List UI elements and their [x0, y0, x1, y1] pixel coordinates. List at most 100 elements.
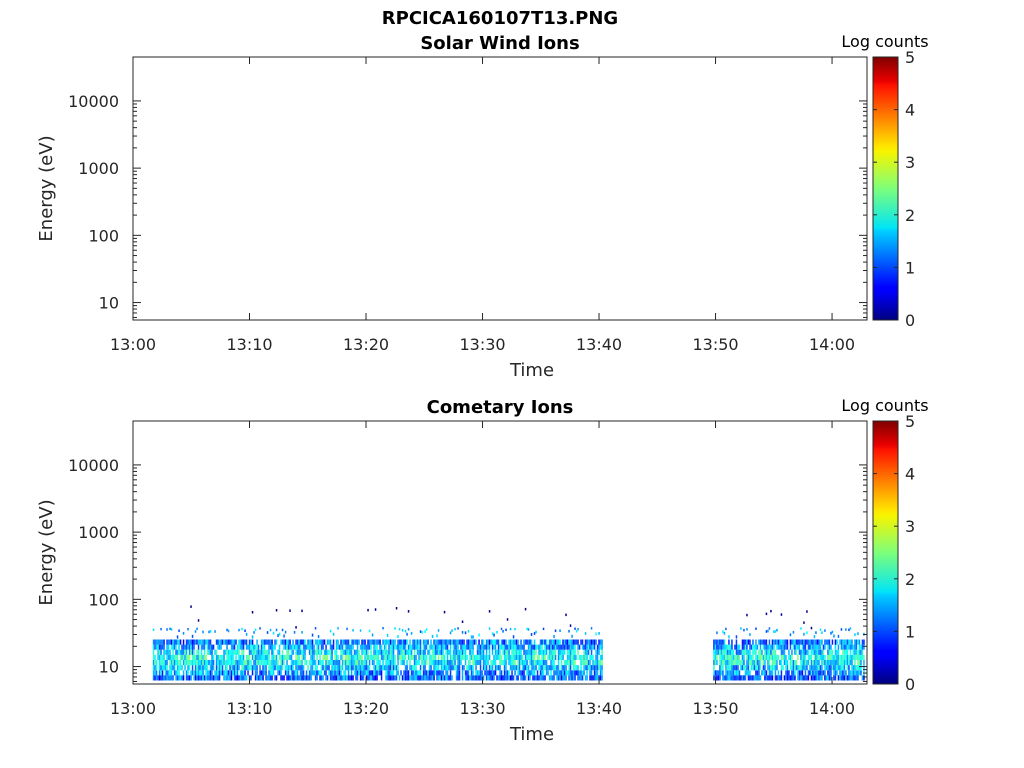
- count-cell: [187, 660, 189, 666]
- count-cell: [281, 675, 284, 681]
- count-cell: [783, 660, 786, 666]
- count-cell: [221, 660, 224, 666]
- count-cell: [190, 660, 192, 666]
- count-cell: [278, 670, 281, 676]
- count-cell: [167, 670, 170, 676]
- count-cell: [723, 660, 726, 666]
- count-cell: [491, 649, 494, 655]
- count-cell: [311, 649, 314, 655]
- count-cell: [785, 675, 787, 681]
- count-cell: [203, 654, 206, 660]
- count-cell: [815, 649, 817, 655]
- count-cell: [845, 670, 847, 676]
- count-cell: [770, 670, 772, 676]
- count-cell: [463, 654, 465, 660]
- count-cell: [338, 660, 341, 666]
- count-cell: [839, 639, 841, 645]
- count-cell: [774, 654, 777, 660]
- count-cell: [152, 639, 155, 645]
- count-cell: [406, 660, 408, 666]
- count-cell: [230, 670, 233, 676]
- count-cell: [530, 654, 533, 660]
- count-cell: [490, 675, 492, 681]
- count-cell: [154, 660, 156, 666]
- count-cell: [565, 675, 567, 681]
- count-cell: [446, 675, 449, 681]
- count-cell: [822, 649, 825, 655]
- count-cell: [287, 639, 290, 645]
- count-cell: [331, 649, 333, 655]
- count-cell: [445, 660, 447, 666]
- count-cell: [407, 670, 410, 676]
- count-cell: [506, 644, 509, 650]
- count-cell: [813, 675, 816, 681]
- count-cell: [439, 675, 441, 681]
- count-cell: [203, 649, 206, 655]
- count-cell: [834, 639, 837, 645]
- count-cell: [726, 665, 729, 671]
- count-cell: [169, 627, 171, 630]
- count-cell: [822, 654, 825, 660]
- count-cell: [563, 639, 566, 645]
- count-cell: [220, 639, 222, 645]
- count-cell: [809, 670, 811, 676]
- count-cell: [800, 639, 802, 645]
- count-cell: [206, 675, 209, 681]
- count-cell: [840, 628, 843, 631]
- count-cell: [819, 644, 822, 650]
- colorbar-tick-label: 2: [905, 570, 915, 589]
- count-cell: [743, 654, 745, 660]
- count-cell: [310, 665, 312, 671]
- count-cell: [286, 675, 288, 681]
- y-tick-label: 10: [99, 658, 119, 677]
- count-cell: [379, 644, 381, 650]
- count-cell: [490, 665, 492, 671]
- count-cell: [424, 649, 426, 655]
- count-cell: [268, 644, 270, 650]
- count-cell: [356, 665, 359, 671]
- count-cell: [758, 675, 760, 681]
- count-cell: [759, 639, 762, 645]
- count-cell: [436, 665, 438, 671]
- count-cell: [586, 644, 588, 650]
- count-cell: [265, 660, 267, 666]
- count-cell: [800, 660, 802, 666]
- count-cell: [326, 654, 329, 660]
- count-cell: [193, 649, 195, 655]
- count-cell: [833, 675, 835, 681]
- count-cell: [815, 654, 817, 660]
- count-cell: [442, 660, 444, 666]
- count-cell: [457, 627, 459, 630]
- count-cell: [355, 649, 357, 655]
- count-cell: [852, 670, 855, 676]
- count-cell: [152, 628, 155, 631]
- count-cell: [358, 649, 360, 655]
- count-cell: [734, 644, 736, 650]
- count-cell: [427, 649, 429, 655]
- count-cell: [191, 644, 194, 650]
- count-cell: [395, 644, 398, 650]
- count-cell: [834, 665, 837, 671]
- count-cell: [580, 639, 582, 645]
- count-cell: [254, 644, 257, 650]
- count-cell: [401, 660, 404, 666]
- count-cell: [747, 670, 750, 676]
- count-cell: [560, 654, 563, 660]
- count-cell: [827, 670, 829, 676]
- count-cell: [254, 654, 257, 660]
- count-cell: [362, 639, 365, 645]
- count-cell: [560, 660, 563, 666]
- count-cell: [296, 644, 299, 650]
- count-cell: [271, 670, 273, 676]
- count-cell: [830, 660, 832, 666]
- count-cell: [535, 665, 537, 671]
- count-cell: [340, 670, 342, 676]
- count-cell: [813, 649, 816, 655]
- count-cell: [451, 675, 453, 681]
- count-cell: [422, 675, 425, 681]
- count-cell: [581, 654, 584, 660]
- count-cell: [720, 660, 723, 666]
- count-cell: [759, 665, 762, 671]
- count-cell: [227, 629, 230, 633]
- count-cell: [316, 654, 318, 660]
